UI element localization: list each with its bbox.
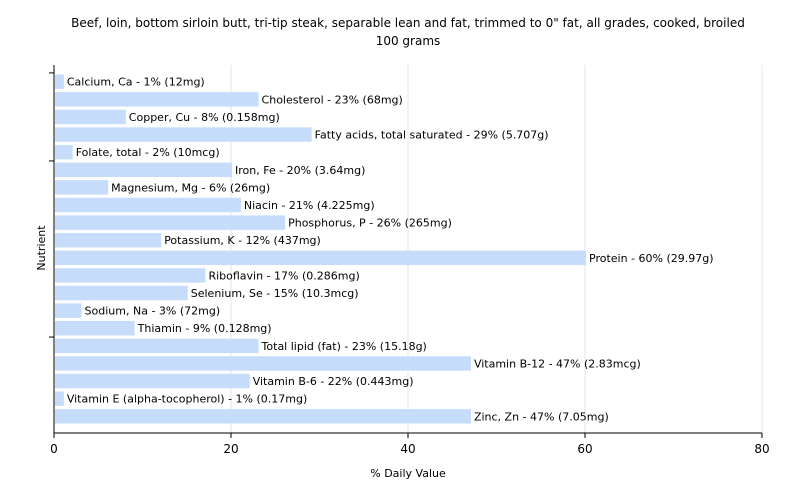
bar-label: Vitamin B-12 - 47% (2.83mcg) [474,357,641,370]
bar-label: Cholesterol - 23% (68mg) [262,93,403,106]
bar [55,180,109,195]
chart-title-line-1: Beef, loin, bottom sirloin butt, tri-tip… [71,16,745,30]
bar [55,356,471,371]
bar [55,197,241,213]
bar [55,391,64,406]
x-tick-label: 0 [50,442,58,456]
bar [55,232,162,248]
bar [55,144,73,160]
x-axis-label: % Daily Value [370,467,446,480]
bar [55,109,126,125]
bar [55,285,188,301]
grid-layer [230,65,763,433]
chart-title-line-2: 100 grams [376,34,441,48]
bar-label: Vitamin B-6 - 22% (0.443mg) [253,375,414,388]
bar-label: Calcium, Ca - 1% (12mg) [67,76,205,89]
bar-label: Phosphorus, P - 26% (265mg) [288,217,452,230]
y-axis-label: Nutrient [35,225,48,271]
bar [55,338,259,354]
bar-label: Vitamin E (alpha-tocopherol) - 1% (0.17m… [67,393,307,406]
bar-label: Protein - 60% (29.97g) [589,252,714,265]
bar [55,303,82,318]
bar [55,127,312,142]
bar-label: Sodium, Na - 3% (72mg) [85,305,221,318]
x-tick-label: 80 [754,442,769,456]
bar-label: Potassium, K - 12% (437mg) [164,234,321,247]
bar-label: Magnesium, Mg - 6% (26mg) [111,181,270,194]
bar-label: Riboflavin - 17% (0.286mg) [208,269,359,282]
bar [55,373,250,389]
bar-label: Niacin - 21% (4.225mg) [244,199,375,212]
bar [55,162,232,177]
bar-label: Folate, total - 2% (10mcg) [76,146,220,159]
bar [55,74,64,89]
bar-label: Total lipid (fat) - 23% (15.18g) [261,340,427,353]
bar-label: Copper, Cu - 8% (0.158mg) [129,111,280,124]
axis-layer: 0 20 40 60 80 [49,65,770,456]
bar-label: Selenium, Se - 15% (10.3mcg) [191,287,359,300]
bar-label: Fatty acids, total saturated - 29% (5.70… [315,129,549,142]
bar-layer: Calcium, Ca - 1% (12mg) Cholesterol - 23%… [55,74,714,424]
bar-label: Zinc, Zn - 47% (7.05mg) [474,410,609,423]
bar [55,268,206,283]
x-tick-label: 40 [400,442,415,456]
bar [55,321,135,336]
bar [55,250,586,266]
x-tick-label: 60 [577,442,592,456]
x-tick-label: 20 [223,442,238,456]
bar [55,409,471,424]
bar [55,92,259,107]
bar [55,215,286,230]
bar-label: Iron, Fe - 20% (3.64mg) [235,164,365,177]
bar-label: Thiamin - 9% (0.128mg) [137,322,272,335]
